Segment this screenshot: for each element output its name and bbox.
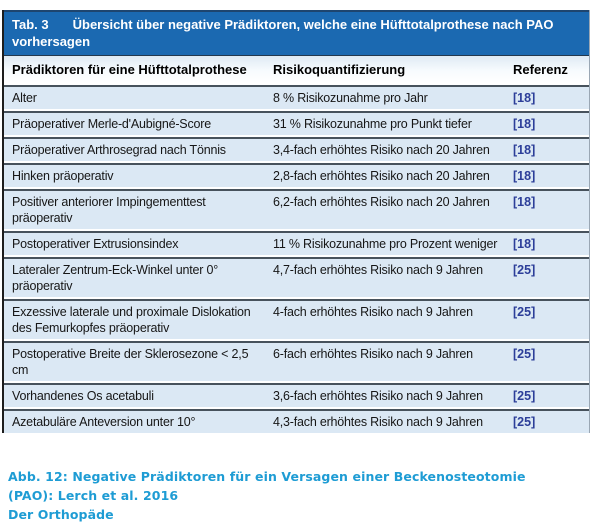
- table-row: Hinken präoperativ 2,8-fach erhöhtes Ris…: [4, 163, 589, 187]
- reference-link[interactable]: [18]: [513, 117, 536, 131]
- reference-link[interactable]: [25]: [513, 347, 536, 361]
- table-title: Übersicht über negative Prädiktoren, wel…: [12, 17, 554, 49]
- table-row: Postoperative Breite der Sklerosezone < …: [4, 341, 589, 381]
- risk-cell: 2,8-fach erhöhtes Risiko nach 20 Jahren: [273, 169, 490, 183]
- column-header-reference: Referenz: [513, 62, 568, 77]
- table-row: Lateraler Zentrum-Eck-Winkel unter 0° pr…: [4, 257, 589, 297]
- predictor-cell: Präoperativer Arthrosegrad nach Tönnis: [12, 143, 226, 157]
- reference-link[interactable]: [18]: [513, 143, 536, 157]
- table-row: Positiver anteriorer Impingementtest prä…: [4, 189, 589, 229]
- predictor-cell: Positiver anteriorer Impingementtest prä…: [12, 195, 206, 225]
- risk-cell: 4,7-fach erhöhtes Risiko nach 9 Jahren: [273, 263, 483, 277]
- table-row: Alter 8 % Risikozunahme pro Jahr [18]: [4, 85, 589, 109]
- reference-link[interactable]: [25]: [513, 415, 536, 429]
- predictor-table: Tab. 3 Übersicht über negative Prädiktore…: [2, 10, 590, 433]
- reference-link[interactable]: [18]: [513, 169, 536, 183]
- reference-link[interactable]: [18]: [513, 91, 536, 105]
- table-number-label: Tab. 3: [12, 17, 49, 32]
- caption-line-1: Abb. 12: Negative Prädiktoren für ein Ve…: [8, 469, 526, 503]
- reference-link[interactable]: [18]: [513, 195, 536, 209]
- predictor-cell: Präoperativer Merle-d'Aubigné-Score: [12, 117, 211, 131]
- column-header-predictors: Prädiktoren für eine Hüfttotalprothese: [12, 62, 247, 77]
- risk-cell: 6,2-fach erhöhtes Risiko nach 20 Jahren: [273, 195, 490, 209]
- risk-cell: 8 % Risikozunahme pro Jahr: [273, 91, 428, 105]
- predictor-cell: Vorhandenes Os acetabuli: [12, 389, 154, 403]
- table-row: Vorhandenes Os acetabuli 3,6-fach erhöht…: [4, 383, 589, 407]
- table-row: Postoperativer Extrusionsindex 11 % Risi…: [4, 231, 589, 255]
- predictor-cell: Azetabuläre Anteversion unter 10°: [12, 415, 196, 429]
- column-header-risk: Risikoquantifizierung: [273, 62, 406, 77]
- risk-cell: 6-fach erhöhtes Risiko nach 9 Jahren: [273, 347, 473, 361]
- table-body: Alter 8 % Risikozunahme pro Jahr [18] Pr…: [4, 85, 589, 433]
- reference-link[interactable]: [25]: [513, 389, 536, 403]
- risk-cell: 4,3-fach erhöhtes Risiko nach 9 Jahren: [273, 415, 483, 429]
- risk-cell: 3,6-fach erhöhtes Risiko nach 9 Jahren: [273, 389, 483, 403]
- column-header-row: Prädiktoren für eine Hüfttotalprothese R…: [4, 56, 589, 83]
- predictor-cell: Lateraler Zentrum-Eck-Winkel unter 0° pr…: [12, 263, 219, 293]
- risk-cell: 11 % Risikozunahme pro Prozent weniger: [273, 237, 498, 251]
- predictor-cell: Alter: [12, 91, 37, 105]
- risk-cell: 3,4-fach erhöhtes Risiko nach 20 Jahren: [273, 143, 490, 157]
- predictor-cell: Postoperativer Extrusionsindex: [12, 237, 179, 251]
- reference-link[interactable]: [18]: [513, 237, 536, 251]
- reference-link[interactable]: [25]: [513, 305, 536, 319]
- table-row: Präoperativer Merle-d'Aubigné-Score 31 %…: [4, 111, 589, 135]
- figure-caption: Abb. 12: Negative Prädiktoren für ein Ve…: [8, 467, 568, 524]
- predictor-cell: Hinken präoperativ: [12, 169, 114, 183]
- predictor-cell: Postoperative Breite der Sklerosezone < …: [12, 347, 249, 377]
- risk-cell: 4-fach erhöhtes Risiko nach 9 Jahren: [273, 305, 473, 319]
- risk-cell: 31 % Risikozunahme pro Punkt tiefer: [273, 117, 472, 131]
- reference-link[interactable]: [25]: [513, 263, 536, 277]
- table-title-bar: Tab. 3 Übersicht über negative Prädiktore…: [4, 10, 589, 56]
- table-row: Azetabuläre Anteversion unter 10° 4,3-fa…: [4, 409, 589, 433]
- predictor-cell: Exzessive laterale und proximale Disloka…: [12, 305, 251, 335]
- table-row: Präoperativer Arthrosegrad nach Tönnis 3…: [4, 137, 589, 161]
- caption-line-2: Der Orthopäde: [8, 507, 114, 522]
- table-row: Exzessive laterale und proximale Disloka…: [4, 299, 589, 339]
